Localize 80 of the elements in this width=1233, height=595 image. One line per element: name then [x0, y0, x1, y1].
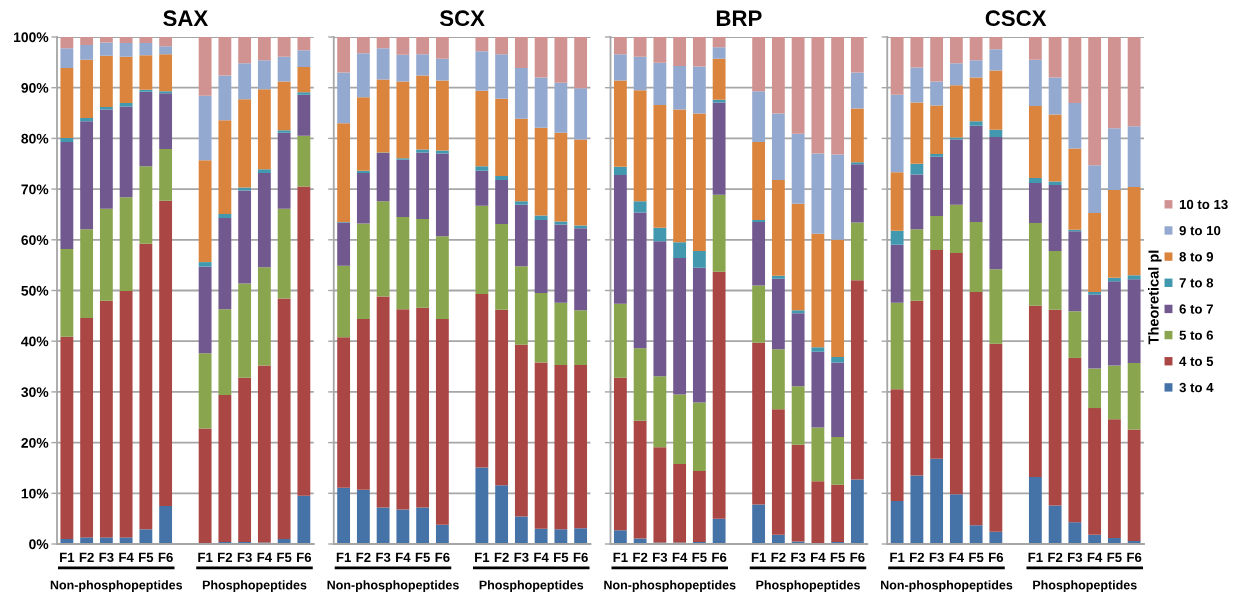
x-tick-label: F4 — [811, 552, 826, 562]
x-tick-label: F4 — [257, 552, 272, 562]
x-tick-label: F5 — [969, 552, 984, 563]
y-tick-label: 30% — [21, 387, 49, 398]
x-tick-label: F5 — [277, 552, 292, 563]
legend-label: 10 to 13 — [1179, 199, 1228, 210]
x-tick-label: F4 — [119, 552, 134, 562]
text: Non-phosphopeptides — [604, 580, 736, 592]
x-tick-label: F5 — [830, 552, 845, 563]
text: Phosphopeptides — [756, 580, 860, 592]
x-tick-label: F6 — [712, 552, 727, 563]
x-tick-label: F1 — [336, 552, 351, 562]
legend-label: 5 to 6 — [1179, 330, 1214, 340]
text: Phosphopeptides — [479, 580, 584, 592]
y-tick-label: 40% — [21, 336, 49, 347]
x-tick-label: F1 — [60, 552, 75, 562]
text: Non-phosphopeptides — [50, 580, 183, 592]
x-tick-label: F2 — [771, 552, 786, 562]
x-tick-label: F5 — [554, 552, 569, 563]
x-tick-label: F2 — [633, 552, 648, 562]
y-tick-label: 20% — [21, 437, 49, 448]
x-tick-label: F2 — [79, 552, 94, 562]
x-tick-label: F2 — [910, 552, 925, 562]
x-tick-label: F3 — [514, 552, 529, 563]
x-tick-label: F5 — [1107, 552, 1122, 563]
y-tick-label: 70% — [21, 184, 49, 195]
x-tick-label: F4 — [534, 552, 549, 562]
x-tick-label: F4 — [1087, 552, 1103, 562]
x-tick-label: F3 — [929, 552, 944, 563]
chart-title: SCX — [439, 10, 485, 27]
x-tick-label: F6 — [850, 552, 865, 563]
x-tick-label: F6 — [989, 552, 1004, 563]
x-tick-label: F1 — [475, 552, 490, 562]
x-tick-label: F3 — [99, 552, 114, 563]
x-tick-label: F2 — [1048, 552, 1063, 562]
legend-label: 8 to 9 — [1179, 252, 1214, 262]
x-tick-label: F4 — [396, 552, 411, 562]
y-tick-label: 80% — [21, 133, 49, 144]
x-tick-label: F3 — [791, 552, 806, 563]
text: Phosphopeptides — [1033, 580, 1137, 592]
x-tick-label: F5 — [139, 552, 154, 563]
x-tick-label: F5 — [415, 552, 430, 563]
x-tick-label: F6 — [573, 552, 588, 563]
x-tick-label: F6 — [1127, 552, 1142, 563]
y-tick-label: 50% — [21, 285, 49, 296]
x-tick-label: F2 — [218, 552, 233, 562]
x-tick-label: F5 — [692, 552, 707, 563]
x-tick-label: F6 — [297, 552, 312, 563]
x-tick-label: F6 — [158, 552, 173, 563]
x-tick-label: F6 — [435, 552, 450, 563]
x-tick-label: F1 — [613, 552, 628, 562]
text: Non-phosphopeptides — [327, 580, 459, 592]
y-tick-label: 60% — [21, 235, 49, 245]
legend-label: 7 to 8 — [1179, 278, 1214, 288]
x-tick-label: F1 — [1028, 552, 1043, 562]
legend-label: 6 to 7 — [1179, 304, 1213, 314]
x-tick-label: F1 — [198, 552, 213, 562]
x-tick-label: F3 — [376, 552, 391, 563]
text: Non-phosphopeptides — [881, 580, 1013, 592]
chart-title: SAX — [163, 10, 209, 27]
x-tick-label: F3 — [1068, 552, 1083, 563]
x-tick-label: F3 — [237, 552, 252, 563]
legend-label: 3 to 4 — [1179, 382, 1214, 393]
y-tick-label: 90% — [21, 83, 49, 93]
y-tick-label: 100% — [14, 32, 49, 43]
legend-title: Theoretical pI — [1147, 250, 1162, 345]
legend-label: 9 to 10 — [1179, 225, 1221, 236]
x-tick-label: F1 — [890, 552, 905, 562]
legend-label: 4 to 5 — [1179, 356, 1214, 367]
x-tick-label: F1 — [751, 552, 766, 562]
y-tick-label: 10% — [21, 488, 49, 499]
chart-title: BRP — [716, 10, 762, 26]
x-tick-label: F2 — [356, 552, 371, 562]
y-tick-label: 0% — [29, 539, 49, 550]
x-tick-label: F4 — [672, 552, 688, 562]
chart-title: CSCX — [985, 10, 1047, 27]
x-tick-label: F2 — [494, 552, 509, 562]
text: Phosphopeptides — [202, 580, 307, 592]
x-tick-label: F3 — [653, 552, 668, 563]
x-tick-label: F4 — [949, 552, 964, 562]
